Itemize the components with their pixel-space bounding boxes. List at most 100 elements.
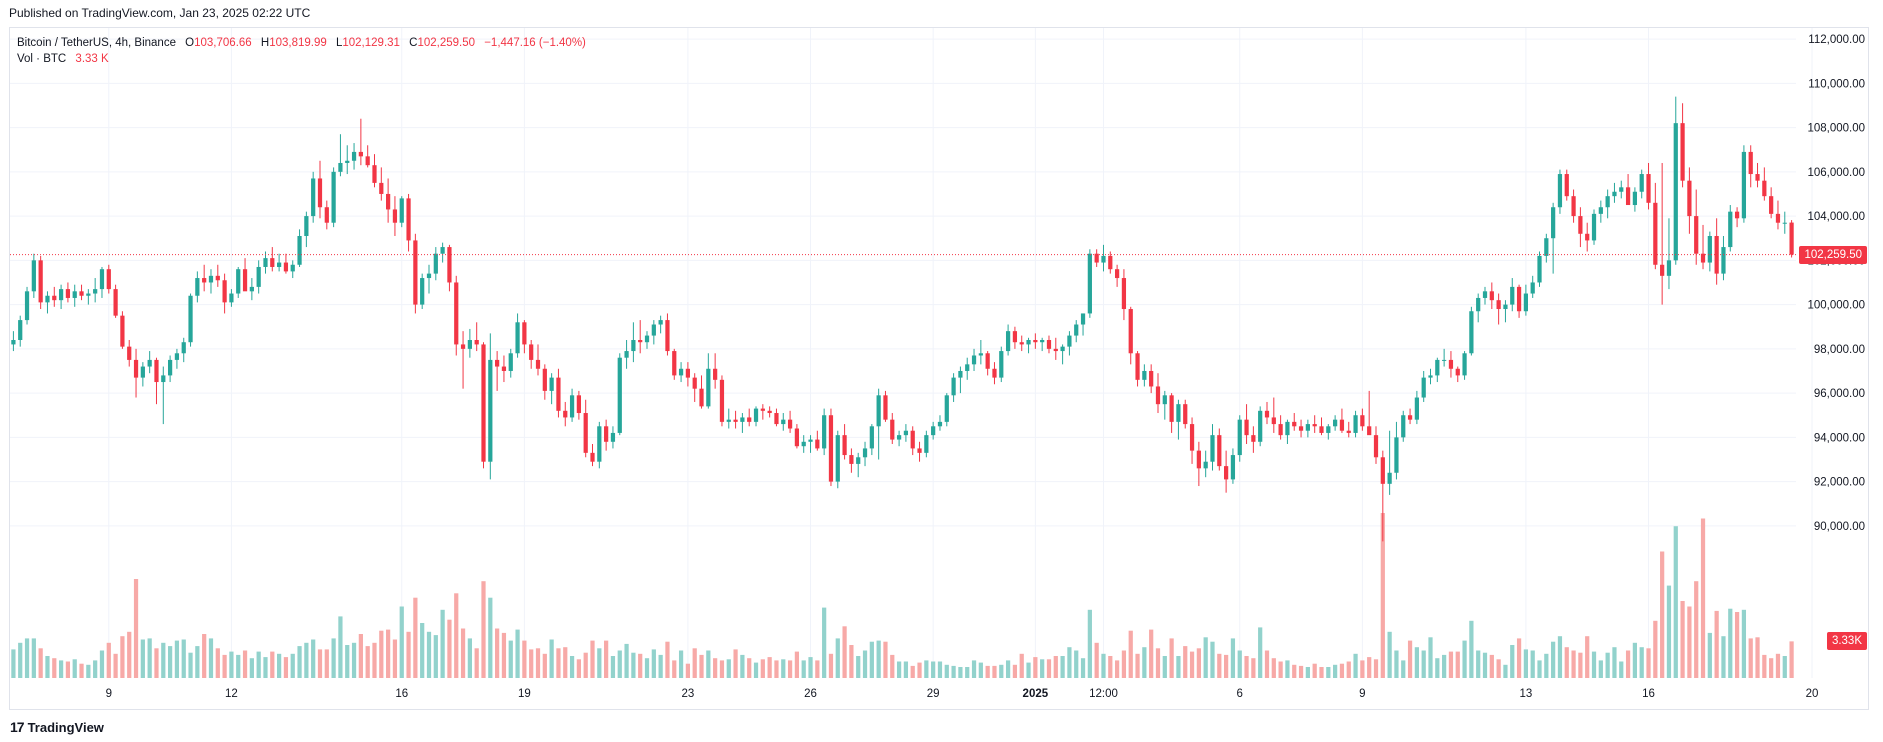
candle-body xyxy=(1149,370,1154,387)
volume-bar xyxy=(1442,654,1447,678)
candle-body xyxy=(958,370,963,378)
candle-body xyxy=(1564,174,1569,197)
volume-bar xyxy=(413,597,418,678)
candle-body xyxy=(215,275,220,281)
volume-bar xyxy=(58,660,64,678)
volume-bar xyxy=(1278,661,1283,678)
volume-bar xyxy=(351,642,357,678)
candle-body xyxy=(638,340,643,343)
candle-body xyxy=(1121,278,1127,310)
x-tick-label: 13 xyxy=(1519,688,1532,700)
volume-bar xyxy=(1598,660,1603,678)
candle-body xyxy=(1721,247,1726,274)
candle-body xyxy=(815,439,820,449)
candle-body xyxy=(1625,187,1631,206)
volume-bar xyxy=(426,631,432,678)
volume-bar xyxy=(917,662,922,678)
candle-body xyxy=(488,359,493,462)
volume-bar xyxy=(1353,653,1358,678)
volume-bar xyxy=(1087,609,1092,678)
volume-bar xyxy=(161,642,166,678)
candle-body xyxy=(590,452,595,462)
volume-bar xyxy=(1026,662,1031,678)
volume-bar xyxy=(1407,640,1413,678)
candle-body xyxy=(1067,335,1072,347)
candle-body xyxy=(1305,424,1310,431)
candle-body xyxy=(345,160,350,163)
candle-body xyxy=(440,247,445,254)
candle-body xyxy=(576,395,581,414)
candle-body xyxy=(38,260,43,303)
volume-bar xyxy=(1080,658,1086,678)
symbol-title[interactable]: Bitcoin / TetherUS, 4h, Binance xyxy=(17,37,176,49)
volume-bar xyxy=(1489,654,1494,678)
volume-bar xyxy=(188,652,193,678)
candle-body xyxy=(747,417,752,422)
candle-body xyxy=(529,344,534,360)
volume-bar xyxy=(903,661,909,678)
y-tick-label: 108,000.00 xyxy=(1807,123,1865,135)
candle-body xyxy=(1108,255,1113,270)
volume-bar xyxy=(1728,608,1733,678)
candle-body xyxy=(392,209,398,223)
candle-body xyxy=(971,355,977,365)
candle-body xyxy=(1285,421,1290,436)
price-axis: 112,000.00 110,000.00 108,000.00 106,000.00… xyxy=(1807,34,1865,533)
volume-bar xyxy=(181,639,186,678)
candle-body xyxy=(760,408,765,411)
candle-body xyxy=(1489,291,1494,301)
candle-body xyxy=(1435,359,1440,376)
volume-label[interactable]: Vol · BTC xyxy=(17,53,67,65)
volume-bar xyxy=(1244,656,1249,678)
volume-bar xyxy=(535,648,541,678)
candle-body xyxy=(45,295,50,303)
volume-bar xyxy=(631,652,636,678)
volume-bar xyxy=(890,654,895,678)
candle-body xyxy=(1598,207,1603,214)
volume-bar xyxy=(1469,620,1474,678)
close-value: 102,259.50 xyxy=(417,37,476,49)
volume-bar xyxy=(277,653,282,678)
candle-body xyxy=(181,342,186,354)
candle-body xyxy=(358,151,363,157)
volume-bar xyxy=(1748,638,1753,678)
candle-body xyxy=(549,377,554,391)
volume-bar xyxy=(685,663,691,678)
volume-bar xyxy=(1176,656,1181,678)
candle-body xyxy=(174,353,180,360)
candle-body xyxy=(896,435,902,440)
volume-bar xyxy=(1128,630,1133,678)
volume-bar xyxy=(515,629,520,678)
candle-body xyxy=(801,441,806,447)
high-value: 103,819.99 xyxy=(269,37,327,49)
candle-body xyxy=(229,293,234,303)
volume-bar xyxy=(1782,656,1787,678)
candle-body xyxy=(365,156,370,166)
volume-bar xyxy=(1530,650,1535,678)
candle-body xyxy=(1094,253,1099,263)
volume-bar xyxy=(876,640,881,678)
candle-body xyxy=(1734,211,1740,219)
volume-bar xyxy=(985,665,990,678)
volume-bar xyxy=(719,660,725,678)
volume-bar xyxy=(501,632,507,678)
volume-bar xyxy=(862,650,868,678)
volume-bar xyxy=(924,660,929,678)
volume-bar xyxy=(617,650,622,678)
volume-bar xyxy=(1019,653,1024,678)
volume-bar xyxy=(978,662,983,678)
candle-body xyxy=(1469,311,1474,354)
candle-body xyxy=(610,432,616,442)
candle-body xyxy=(665,320,670,352)
volume-bar xyxy=(345,645,350,678)
volume-bar xyxy=(842,626,847,678)
volume-bar xyxy=(1714,610,1719,678)
tradingview-logo[interactable]: 17 TradingView xyxy=(10,719,104,735)
y-tick-label: 104,000.00 xyxy=(1807,211,1865,223)
candle-body xyxy=(556,377,561,411)
candle-body xyxy=(699,388,704,407)
candle-body xyxy=(283,262,289,272)
candle-body xyxy=(1040,340,1045,343)
volume-bar xyxy=(133,579,139,678)
